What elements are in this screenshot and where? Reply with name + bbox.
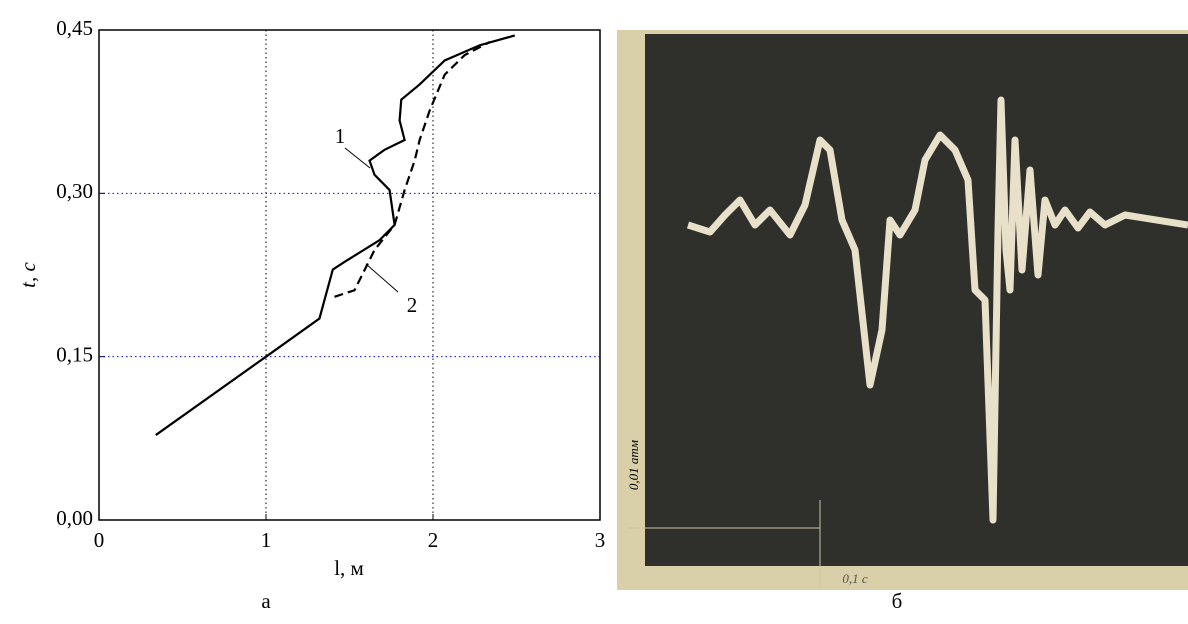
photo-screen bbox=[645, 34, 1188, 566]
x-axis-label: l, м bbox=[334, 556, 364, 580]
oscillogram-trace bbox=[686, 96, 1188, 524]
y-tick-label: 0,15 bbox=[56, 342, 93, 366]
pressure-scale: 0,01 атм bbox=[626, 440, 641, 490]
x-tick-label: 2 bbox=[428, 528, 439, 552]
series-line bbox=[334, 41, 491, 298]
curve-label: 1 bbox=[335, 124, 346, 148]
photo: 0,01 атм 0,1 с bbox=[617, 30, 1188, 590]
leader-line bbox=[344, 147, 371, 169]
curve-label: 2 bbox=[407, 293, 418, 317]
caption: а bbox=[261, 589, 271, 613]
y-tick-label: 0,00 bbox=[56, 506, 93, 530]
time-scale: 0,1 с bbox=[842, 571, 868, 586]
x-tick-label: 3 bbox=[595, 528, 606, 552]
y-tick-label: 0,45 bbox=[56, 16, 93, 40]
y-tick-label: 0,30 bbox=[56, 179, 93, 203]
leader-line bbox=[365, 263, 399, 293]
series-line bbox=[155, 34, 516, 436]
x-tick-label: 0 bbox=[94, 528, 105, 552]
y-axis-label: t, с bbox=[16, 261, 40, 287]
x-tick-label: 1 bbox=[261, 528, 272, 552]
plot-frame bbox=[98, 29, 601, 521]
caption: б bbox=[892, 589, 903, 613]
